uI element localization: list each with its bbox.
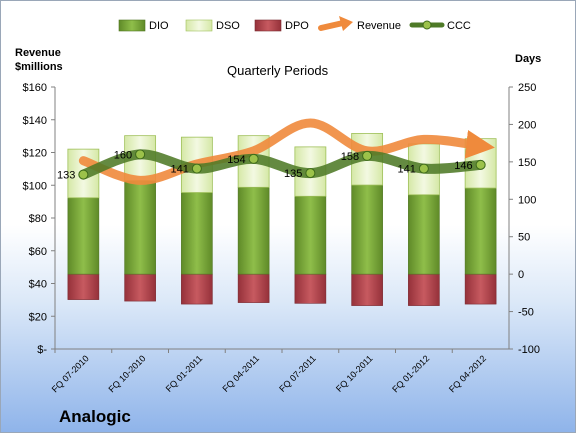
y-axis-left-title: Revenue $millions [15,46,63,74]
legend-label: Revenue [357,20,401,32]
bar-dpo [408,273,440,306]
y-axis-left-title-line1: Revenue [15,47,61,59]
legend-swatch [254,19,282,32]
ccc-point [475,159,486,170]
bar-dpo [181,273,213,305]
ccc-data-label: 141 [171,164,189,176]
ccc-data-label: 133 [57,170,75,182]
bar-dio [181,192,213,275]
y-axis-right-title: Days [515,53,542,65]
chart-lines [78,118,495,185]
bar-dpo [67,273,100,300]
y-left-tick-label: $80 [29,213,47,225]
legend-item-ccc: CCC [409,20,471,32]
company-name: Analogic [59,407,131,426]
bar-dio [67,197,100,275]
chart-axes: $- $20 $40 $60 $80 $100 $120 $140 $160 -100 -50 0 50… [23,82,541,394]
legend-label: DIO [149,20,169,32]
bar-dio [351,184,383,275]
x-tick-label: FQ 01-2012 [390,353,431,394]
legend-swatch-marker [422,20,432,30]
bar-dio [408,194,440,275]
y-left-tick-label: $40 [29,279,47,291]
y-left-tick-label: $140 [23,115,47,127]
x-tick-label: FQ 10-2010 [107,353,148,394]
y-left-tick-label: $160 [23,82,47,94]
y-right-tick-label: -50 [518,307,534,319]
legend-item-revenue: Revenue [318,16,401,32]
x-tick-label: FQ 04-2012 [447,353,488,394]
y-right-tick-label: 250 [518,82,536,94]
bar-dpo [237,273,270,303]
bar-dio [237,187,270,275]
ccc-point [362,150,373,161]
y-left-tick-label: $- [37,344,47,356]
x-tick-label: FQ 10-2011 [334,353,375,394]
ccc-point [135,149,146,160]
ccc-point [248,153,259,164]
legend-item-dpo: DPO [254,19,309,32]
chart-legend: DIO DSO DPO Revenue CCC [118,16,471,32]
legend-swatch [185,19,213,32]
legend-label: DSO [216,20,240,32]
x-tick-label: FQ 04-2011 [220,353,261,394]
legend-item-dso: DSO [185,19,240,32]
ccc-point [305,168,316,179]
ccc-data-label: 154 [227,154,245,166]
y-right-tick-label: 50 [518,232,530,244]
legend-swatch-head [339,16,353,31]
ccc-point [191,163,202,174]
legend-item-dio: DIO [118,19,169,32]
revenue-line [78,118,495,185]
bar-dpo [351,273,383,306]
ccc-data-label: 146 [454,160,472,172]
y-right-tick-label: 150 [518,157,536,169]
legend-label: CCC [447,20,471,32]
y-left-tick-label: $100 [23,180,47,192]
y-right-tick-label: -100 [518,344,540,356]
y-axis-left-title-line2: $millions [15,61,63,73]
x-tick-label: FQ 01-2011 [164,353,205,394]
ccc-point [418,163,429,174]
legend-swatch [118,19,146,32]
bar-dpo [464,273,497,305]
ccc-point [78,169,89,180]
bar-dio [464,187,497,275]
bar-dpo [124,273,156,302]
legend-swatch [318,20,346,31]
ccc-data-label: 158 [341,151,359,163]
legend-label: DPO [285,20,309,32]
y-right-tick-label: 0 [518,269,524,281]
y-left-tick-label: $120 [23,148,47,160]
x-tick-label: FQ 07-2010 [50,353,91,394]
chart-title: Quarterly Periods [227,63,329,78]
bar-dpo [294,273,327,304]
ccc-data-label: 160 [114,149,132,161]
y-left-tick-label: $20 [29,311,47,323]
ccc-data-label: 135 [284,168,302,180]
ccc-data-label: 141 [398,164,416,176]
x-tick-label: FQ 07-2011 [277,353,318,394]
bar-dio [294,195,327,275]
chart-data-labels: 133 160 141 154 135 158 141 146 [57,149,473,181]
bar-dio [124,180,156,275]
y-right-tick-label: 200 [518,119,536,131]
y-right-tick-label: 100 [518,194,536,206]
y-left-tick-label: $60 [29,246,47,258]
